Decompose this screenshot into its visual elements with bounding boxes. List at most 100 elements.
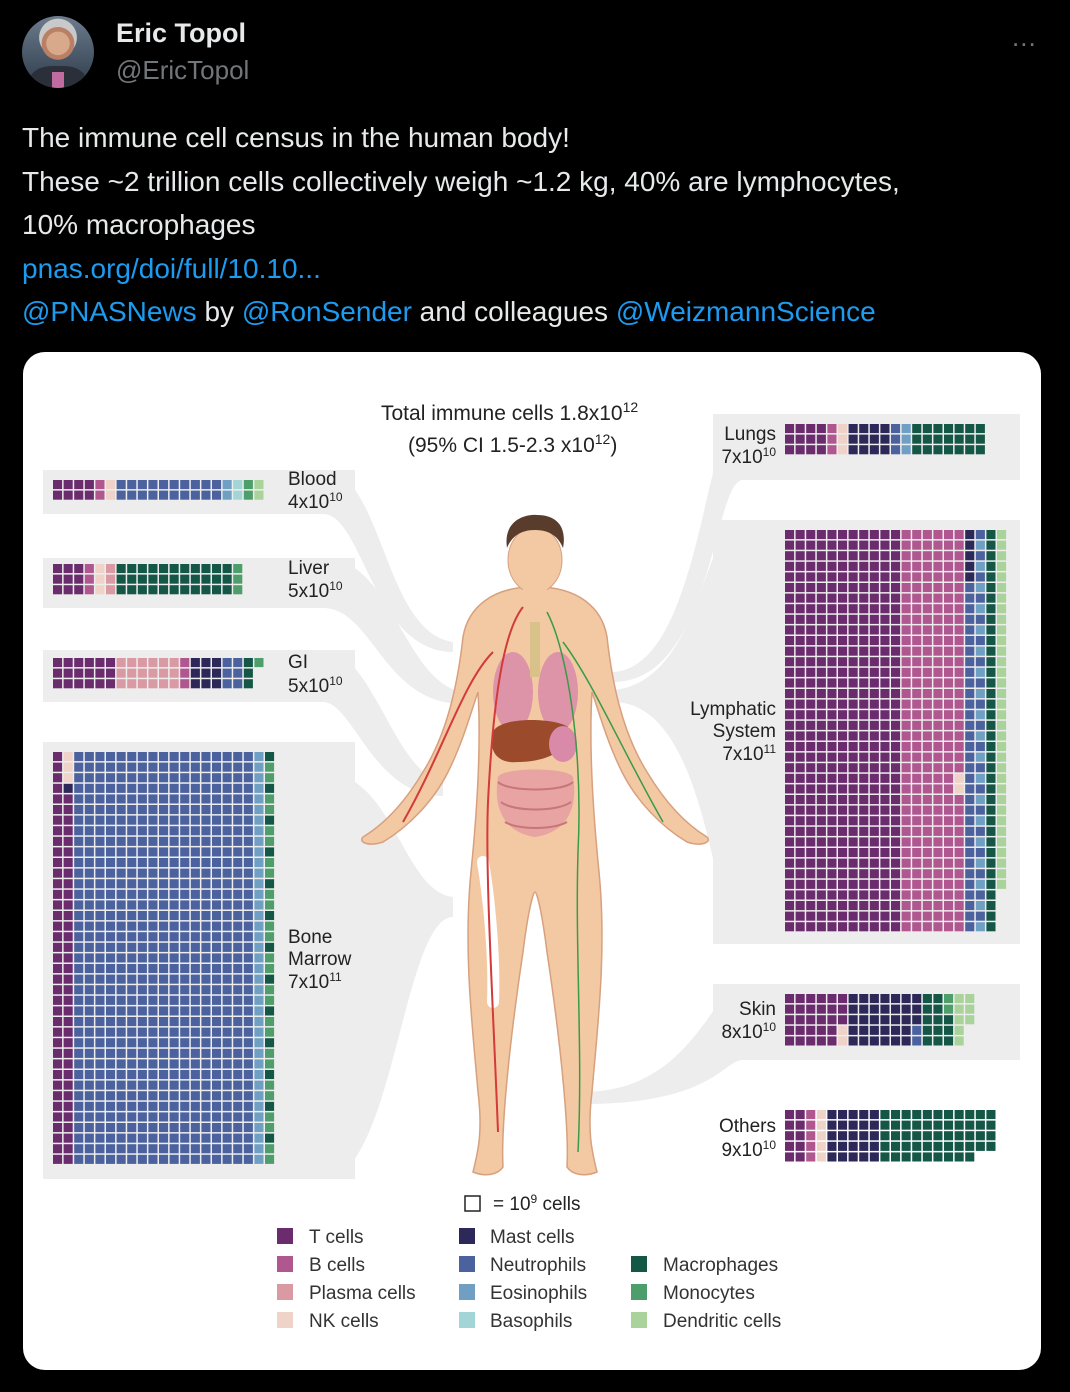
waffle-cell bbox=[933, 434, 943, 444]
waffle-cell bbox=[912, 773, 922, 783]
waffle-cell bbox=[795, 540, 805, 550]
waffle-cell bbox=[201, 1144, 211, 1154]
waffle-cell bbox=[827, 858, 837, 868]
waffle-cell bbox=[127, 490, 137, 500]
waffle-cell bbox=[965, 848, 975, 858]
waffle-cell bbox=[838, 614, 848, 624]
waffle-cell bbox=[106, 1112, 116, 1122]
waffle-cell bbox=[127, 1070, 137, 1080]
waffle-cell bbox=[212, 574, 222, 584]
waffle-cell bbox=[233, 658, 243, 668]
waffle-cell bbox=[95, 1027, 105, 1037]
waffle-cell bbox=[243, 1048, 253, 1058]
waffle-cell bbox=[159, 942, 169, 952]
waffle-cell bbox=[116, 889, 126, 899]
waffle-cell bbox=[975, 678, 985, 688]
waffle-cell bbox=[859, 636, 869, 646]
waffle-cell bbox=[169, 668, 179, 678]
waffle-cell bbox=[816, 678, 826, 688]
figure-card[interactable]: Total immune cells 1.8x1012 (95% CI 1.5-… bbox=[23, 352, 1041, 1370]
waffle-cell bbox=[848, 667, 858, 677]
waffle-cell bbox=[785, 583, 795, 593]
waffle-cell bbox=[922, 636, 932, 646]
author-avatar[interactable] bbox=[22, 16, 94, 88]
waffle-cell bbox=[965, 911, 975, 921]
waffle-cell bbox=[827, 752, 837, 762]
waffle-cell bbox=[922, 699, 932, 709]
author-handle[interactable]: @EricTopol bbox=[116, 55, 250, 85]
waffle-cell bbox=[806, 1015, 816, 1025]
legend-label-neutrophils: Neutrophils bbox=[490, 1255, 586, 1276]
waffle-cell bbox=[116, 1091, 126, 1101]
waffle-cell bbox=[254, 826, 264, 836]
waffle-cell bbox=[222, 836, 232, 846]
waffle-cell bbox=[827, 879, 837, 889]
waffle-cell bbox=[869, 816, 879, 826]
waffle-cell bbox=[159, 953, 169, 963]
waffle-cell bbox=[975, 593, 985, 603]
author-name[interactable]: Eric Topol bbox=[116, 18, 247, 48]
waffle-cell bbox=[965, 826, 975, 836]
mention-pnasnews[interactable]: @PNASNews bbox=[22, 296, 197, 327]
waffle-cell bbox=[233, 490, 243, 500]
waffle-cell bbox=[254, 1006, 264, 1016]
waffle-cell bbox=[997, 720, 1007, 730]
waffle-cell bbox=[116, 911, 126, 921]
waffle-cell bbox=[159, 900, 169, 910]
more-options-icon[interactable]: ... bbox=[1012, 22, 1037, 52]
waffle-cell bbox=[816, 879, 826, 889]
waffle-cell bbox=[53, 574, 63, 584]
waffle-cell bbox=[975, 604, 985, 614]
mention-weizmannscience[interactable]: @WeizmannScience bbox=[615, 296, 876, 327]
waffle-cell bbox=[74, 585, 84, 595]
waffle-cell bbox=[933, 784, 943, 794]
waffle-cell bbox=[53, 1070, 63, 1080]
waffle-cell bbox=[965, 689, 975, 699]
waffle-cell bbox=[891, 699, 901, 709]
waffle-cell bbox=[137, 585, 147, 595]
waffle-cell bbox=[880, 583, 890, 593]
waffle-cell bbox=[254, 752, 264, 762]
waffle-cell bbox=[222, 1017, 232, 1027]
waffle-cell bbox=[180, 1048, 190, 1058]
waffle-cell bbox=[254, 1038, 264, 1048]
waffle-cell bbox=[912, 805, 922, 815]
waffle-cell bbox=[201, 911, 211, 921]
waffle-cell bbox=[180, 480, 190, 490]
waffle-cell bbox=[169, 974, 179, 984]
waffle-cell bbox=[954, 625, 964, 635]
waffle-cell bbox=[806, 445, 816, 455]
waffle-cell bbox=[954, 583, 964, 593]
waffle-cell bbox=[95, 1133, 105, 1143]
waffle-cell bbox=[106, 889, 116, 899]
waffle-cell bbox=[212, 1048, 222, 1058]
waffle-cell bbox=[986, 922, 996, 932]
waffle-cell bbox=[84, 974, 94, 984]
waffle-cell bbox=[127, 752, 137, 762]
waffle-cell bbox=[201, 868, 211, 878]
waffle-cell bbox=[106, 953, 116, 963]
waffle-cell bbox=[933, 805, 943, 815]
waffle-cell bbox=[265, 783, 275, 793]
waffle-cell bbox=[848, 720, 858, 730]
waffle-cell bbox=[795, 689, 805, 699]
waffle-cell bbox=[795, 445, 805, 455]
waffle-cell bbox=[944, 911, 954, 921]
waffle-cell bbox=[212, 826, 222, 836]
waffle-cell bbox=[827, 1141, 837, 1151]
waffle-cell bbox=[806, 593, 816, 603]
waffle-cell bbox=[180, 1112, 190, 1122]
waffle-cell bbox=[201, 900, 211, 910]
waffle-cell bbox=[169, 1112, 179, 1122]
waffle-cell bbox=[254, 1133, 264, 1143]
waffle-cell bbox=[944, 742, 954, 752]
waffle-cell bbox=[944, 1152, 954, 1162]
waffle-cell bbox=[901, 572, 911, 582]
waffle-cell bbox=[922, 646, 932, 656]
waffle-cell bbox=[84, 773, 94, 783]
paper-link[interactable]: pnas.org/doi/full/10.10... bbox=[22, 252, 321, 284]
mention-ronsender[interactable]: @RonSender bbox=[241, 296, 412, 327]
waffle-cell bbox=[127, 574, 137, 584]
waffle-cell bbox=[901, 689, 911, 699]
waffle-cell bbox=[74, 836, 84, 846]
